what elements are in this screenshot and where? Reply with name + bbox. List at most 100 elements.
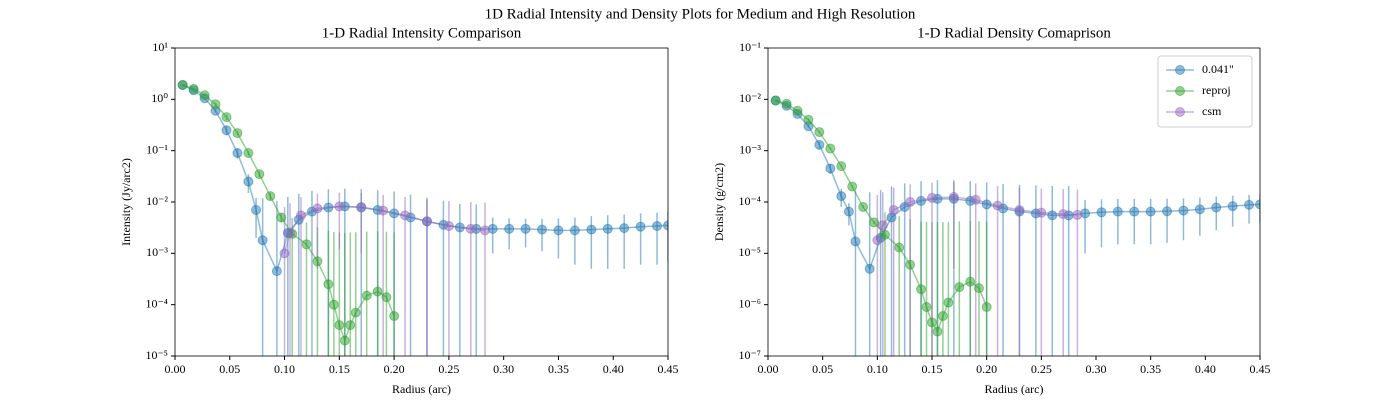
- marker: [295, 210, 306, 221]
- marker: [221, 125, 232, 136]
- marker: [465, 223, 476, 234]
- marker: [378, 205, 389, 216]
- marker: [888, 204, 899, 215]
- marker: [1072, 209, 1083, 220]
- marker: [1014, 204, 1025, 215]
- marker: [847, 181, 858, 192]
- marker: [1058, 209, 1069, 220]
- marker: [927, 192, 937, 203]
- marker: [663, 220, 668, 231]
- legend-label: 0.041": [1202, 62, 1234, 76]
- x-tick-label: 0.40: [1195, 362, 1216, 376]
- y-axis-label: Density (g/cm2): [712, 163, 726, 241]
- marker: [992, 200, 1003, 211]
- marker: [879, 229, 890, 240]
- x-tick-label: 0.40: [603, 362, 624, 376]
- marker: [1255, 199, 1260, 210]
- marker: [1227, 201, 1238, 212]
- marker: [954, 282, 965, 293]
- marker: [188, 83, 199, 94]
- marker: [792, 105, 803, 116]
- marker: [1145, 206, 1156, 217]
- x-tick-label: 0.25: [438, 362, 459, 376]
- marker: [480, 225, 491, 236]
- x-tick-label: 0.15: [329, 362, 350, 376]
- marker: [537, 224, 548, 235]
- x-tick-label: 0.30: [493, 362, 514, 376]
- marker: [520, 223, 531, 234]
- axes-title: 1-D Radial Intensity Comparison: [322, 25, 522, 41]
- marker: [279, 248, 290, 259]
- y-axis-label: Intensity (Jy/arc2): [119, 158, 133, 246]
- marker: [1112, 206, 1123, 217]
- marker: [635, 221, 646, 232]
- marker: [864, 263, 875, 274]
- plot-area: [177, 80, 668, 356]
- legend-label: csm: [1202, 104, 1222, 118]
- y-tick-label: 10⁻²: [146, 194, 168, 208]
- marker: [199, 90, 210, 101]
- marker: [974, 283, 985, 294]
- marker: [257, 235, 268, 246]
- marker: [265, 191, 276, 202]
- marker: [276, 212, 287, 223]
- marker: [177, 80, 188, 91]
- y-tick-label: 10⁻⁶: [738, 296, 761, 310]
- x-tick-label: 0.10: [274, 362, 295, 376]
- y-tick-label: 10⁻³: [739, 142, 761, 156]
- marker: [836, 191, 847, 202]
- y-tick-label: 10⁻⁷: [738, 348, 761, 362]
- marker: [356, 201, 367, 212]
- legend-marker: [1175, 65, 1185, 75]
- marker: [553, 225, 564, 236]
- marker: [1244, 199, 1255, 210]
- y-tick-label: 10⁰: [151, 91, 168, 105]
- marker: [285, 227, 296, 238]
- marker: [943, 297, 954, 308]
- marker: [372, 286, 383, 297]
- x-tick-label: 0.00: [165, 362, 186, 376]
- marker: [869, 217, 880, 228]
- marker: [965, 276, 976, 287]
- marker: [1129, 206, 1140, 217]
- marker: [361, 290, 372, 301]
- figure-title: 1D Radial Intensity and Density Plots fo…: [485, 6, 916, 22]
- marker: [877, 220, 888, 231]
- marker: [602, 223, 613, 234]
- marker: [569, 225, 580, 236]
- marker: [905, 259, 916, 270]
- marker: [328, 299, 339, 310]
- x-axis-label: Radius (arc): [392, 382, 451, 396]
- x-tick-label: 0.45: [1250, 362, 1271, 376]
- marker: [271, 266, 282, 277]
- legend-marker: [1175, 107, 1185, 117]
- marker: [872, 235, 883, 246]
- marker: [1211, 202, 1222, 213]
- marker: [814, 139, 825, 150]
- marker: [421, 216, 432, 227]
- y-tick-label: 10⁻¹: [739, 40, 761, 54]
- marker: [1162, 206, 1173, 217]
- x-tick-label: 0.45: [658, 362, 679, 376]
- y-tick-label: 10⁻²: [739, 91, 761, 105]
- marker: [251, 204, 262, 215]
- marker: [504, 223, 515, 234]
- x-tick-label: 0.20: [976, 362, 997, 376]
- marker: [400, 210, 411, 221]
- plot-area: [770, 95, 1260, 356]
- marker: [1047, 210, 1058, 221]
- marker: [652, 221, 663, 232]
- marker: [905, 197, 916, 207]
- marker: [916, 284, 927, 295]
- marker: [803, 114, 814, 125]
- marker: [232, 148, 243, 159]
- y-tick-label: 10¹: [152, 40, 168, 54]
- x-tick-label: 0.15: [922, 362, 943, 376]
- x-tick-label: 0.35: [1140, 362, 1161, 376]
- marker: [948, 192, 959, 203]
- marker: [221, 112, 232, 123]
- marker: [921, 302, 932, 313]
- x-tick-label: 0.35: [548, 362, 569, 376]
- marker: [254, 169, 265, 180]
